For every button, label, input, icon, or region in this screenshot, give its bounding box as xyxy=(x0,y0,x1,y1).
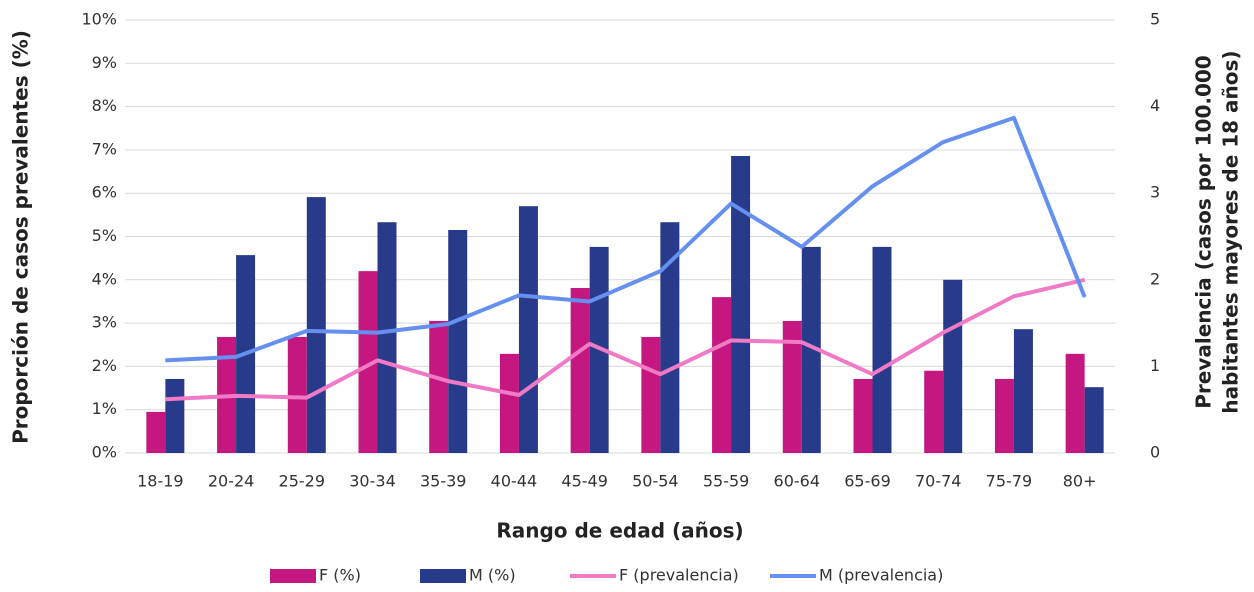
bar xyxy=(499,353,519,453)
x-tick-label: 40-44 xyxy=(491,472,538,491)
bar xyxy=(146,411,166,453)
bar xyxy=(641,336,661,453)
y2-tick-label: 1 xyxy=(1150,356,1160,375)
bar xyxy=(782,320,802,453)
y-tick-label: 10% xyxy=(81,10,117,29)
bar xyxy=(1084,387,1104,453)
legend-label: M (%) xyxy=(469,566,516,585)
x-tick-label: 30-34 xyxy=(349,472,396,491)
legend-label: F (%) xyxy=(319,566,361,585)
line xyxy=(165,277,1086,402)
bar xyxy=(994,378,1014,453)
x-tick-label: 75-79 xyxy=(986,472,1033,491)
bar xyxy=(1065,353,1085,453)
legend-label: M (prevalencia) xyxy=(819,566,943,585)
line xyxy=(165,115,1087,363)
y2-tick-label: 0 xyxy=(1150,443,1160,462)
x-tick-label: 60-64 xyxy=(774,472,821,491)
bar xyxy=(924,370,944,453)
x-tick-label: 35-39 xyxy=(420,472,467,491)
bar xyxy=(306,197,326,453)
bar xyxy=(518,206,538,453)
legend-swatch xyxy=(420,569,466,583)
x-tick-label: 55-59 xyxy=(703,472,750,491)
x-tick-label: 50-54 xyxy=(632,472,679,491)
y-tick-label: 8% xyxy=(92,96,117,115)
y2-tick-label: 4 xyxy=(1150,96,1160,115)
x-axis-title: Rango de edad (años) xyxy=(496,519,743,543)
bar xyxy=(287,336,307,453)
y-tick-label: 5% xyxy=(92,226,117,245)
x-tick-label: 20-24 xyxy=(208,472,255,491)
x-tick-label: 80+ xyxy=(1063,472,1097,491)
y-tick-label: 9% xyxy=(92,53,117,72)
legend-swatch xyxy=(270,569,316,583)
bar xyxy=(358,271,378,453)
bar xyxy=(165,378,185,453)
y-tick-label: 4% xyxy=(92,269,117,288)
x-tick-label: 18-19 xyxy=(137,472,184,491)
x-tick-label: 45-49 xyxy=(561,472,608,491)
bar xyxy=(377,222,397,453)
x-tick-label: 65-69 xyxy=(844,472,891,491)
bar xyxy=(570,288,590,453)
bar xyxy=(660,222,680,453)
y-axis-title: Proporción de casos prevalentes (%) xyxy=(9,30,33,444)
x-tick-label: 25-29 xyxy=(279,472,326,491)
bar xyxy=(1013,329,1033,453)
bar xyxy=(429,320,449,453)
bar xyxy=(853,378,873,453)
y-tick-label: 7% xyxy=(92,139,117,158)
x-tick-label: 70-74 xyxy=(915,472,962,491)
y-tick-label: 3% xyxy=(92,313,117,332)
y2-tick-label: 3 xyxy=(1150,183,1160,202)
legend-label: F (prevalencia) xyxy=(619,566,739,585)
y-tick-label: 6% xyxy=(92,183,117,202)
y-tick-label: 1% xyxy=(92,399,117,418)
y2-axis-title: Prevalencia (casos por 100.000 xyxy=(1192,55,1216,408)
bar xyxy=(943,279,963,453)
bar xyxy=(448,230,468,453)
y-tick-label: 2% xyxy=(92,356,117,375)
bar xyxy=(872,246,892,453)
bar xyxy=(712,297,732,453)
y2-tick-label: 5 xyxy=(1150,10,1160,29)
y2-tick-label: 2 xyxy=(1150,269,1160,288)
y-tick-label: 0% xyxy=(92,443,117,462)
bar xyxy=(801,246,821,453)
bar xyxy=(731,155,751,453)
y2-axis-title: habitantes mayores de 18 años) xyxy=(1219,50,1243,413)
